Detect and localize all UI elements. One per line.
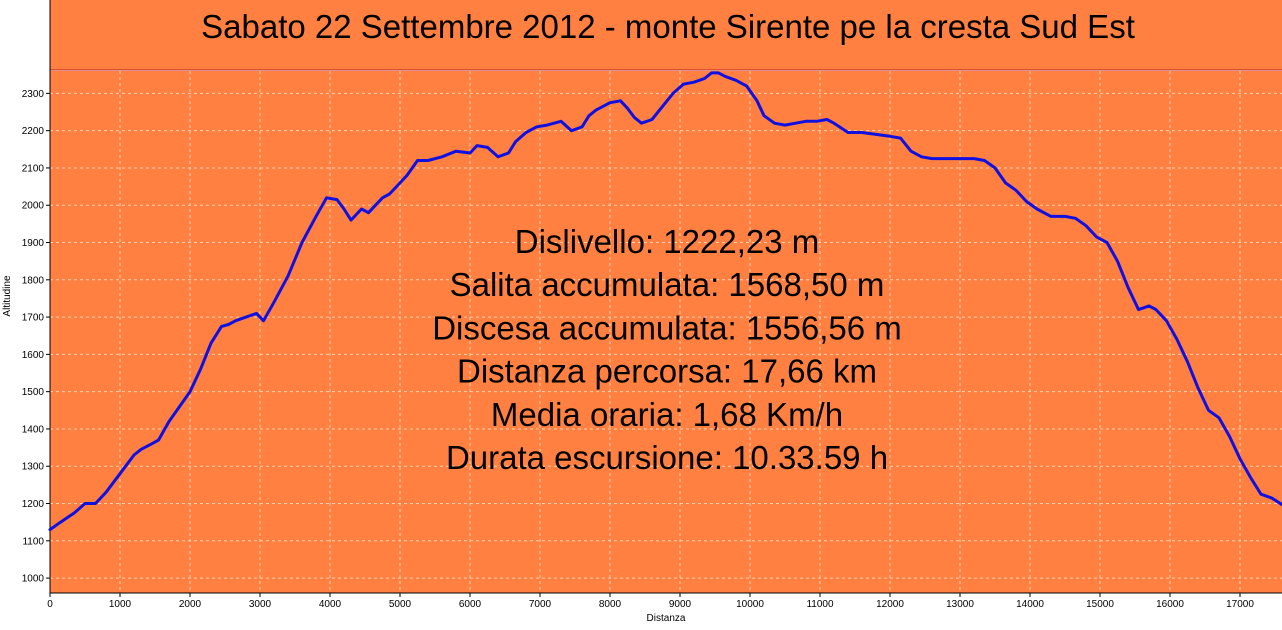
x-tick-label: 17000 (1226, 599, 1254, 610)
stats-annotations: Dislivello: 1222,23 m Salita accumulata: … (432, 223, 902, 476)
x-tick-label: 8000 (599, 599, 622, 610)
plot-area (50, 71, 1282, 593)
y-tick-label: 1600 (22, 350, 45, 361)
x-tick-label: 15000 (1086, 599, 1114, 610)
y-tick-label: 1000 (22, 574, 45, 585)
x-tick-label: 0 (47, 599, 53, 610)
stat-annotation: Durata escursione: 10.33.59 h (446, 439, 888, 476)
y-tick-label: 2100 (22, 163, 45, 174)
x-tick-label: 3000 (249, 599, 272, 610)
stat-annotation: Dislivello: 1222,23 m (515, 223, 819, 260)
stat-annotation: Media oraria: 1,68 Km/h (491, 396, 843, 433)
y-tick-label: 2000 (22, 201, 45, 212)
x-axis-ticks: 0 1000 2000 3000 4000 5000 6000 7000 8000 9000 100… (47, 593, 1254, 610)
elevation-line (48, 71, 1282, 532)
y-tick-label: 1900 (22, 238, 45, 249)
x-tick-label: 14000 (1016, 599, 1044, 610)
stat-annotation: Discesa accumulata: 1556,56 m (432, 309, 902, 346)
x-tick-label: 12000 (876, 599, 904, 610)
x-tick-label: 5000 (389, 599, 412, 610)
y-tick-label: 1400 (22, 424, 45, 435)
y-tick-label: 2200 (22, 126, 45, 137)
x-tick-label: 6000 (459, 599, 482, 610)
y-tick-label: 1700 (22, 313, 45, 324)
stat-annotation: Distanza percorsa: 17,66 km (457, 353, 877, 390)
y-tick-label: 2300 (22, 89, 45, 100)
y-tick-label: 1500 (22, 387, 45, 398)
x-tick-label: 2000 (179, 599, 202, 610)
x-tick-label: 16000 (1156, 599, 1184, 610)
x-tick-label: 4000 (319, 599, 342, 610)
stat-annotation: Salita accumulata: 1568,50 m (450, 266, 885, 303)
x-axis-title: Distanza (647, 613, 686, 624)
y-axis-ticks: 1000 1100 1200 1300 1400 1500 1600 1700 1800 1900… (22, 89, 50, 585)
y-tick-label: 1100 (22, 536, 44, 547)
x-tick-label: 11000 (806, 599, 834, 610)
x-tick-label: 9000 (669, 599, 692, 610)
title-banner (50, 0, 1282, 70)
x-tick-label: 13000 (946, 599, 974, 610)
grid-lines (50, 71, 1282, 593)
x-tick-label: 1000 (109, 599, 132, 610)
series-layer (48, 71, 1282, 532)
y-tick-label: 1200 (22, 499, 45, 510)
y-tick-label: 1800 (22, 275, 45, 286)
y-axis-title: Altitudine (2, 275, 13, 317)
chart-title: Sabato 22 Settembre 2012 - monte Sirente… (201, 8, 1135, 45)
y-tick-label: 1300 (22, 462, 45, 473)
x-tick-label: 7000 (529, 599, 552, 610)
x-tick-label: 10000 (736, 599, 764, 610)
